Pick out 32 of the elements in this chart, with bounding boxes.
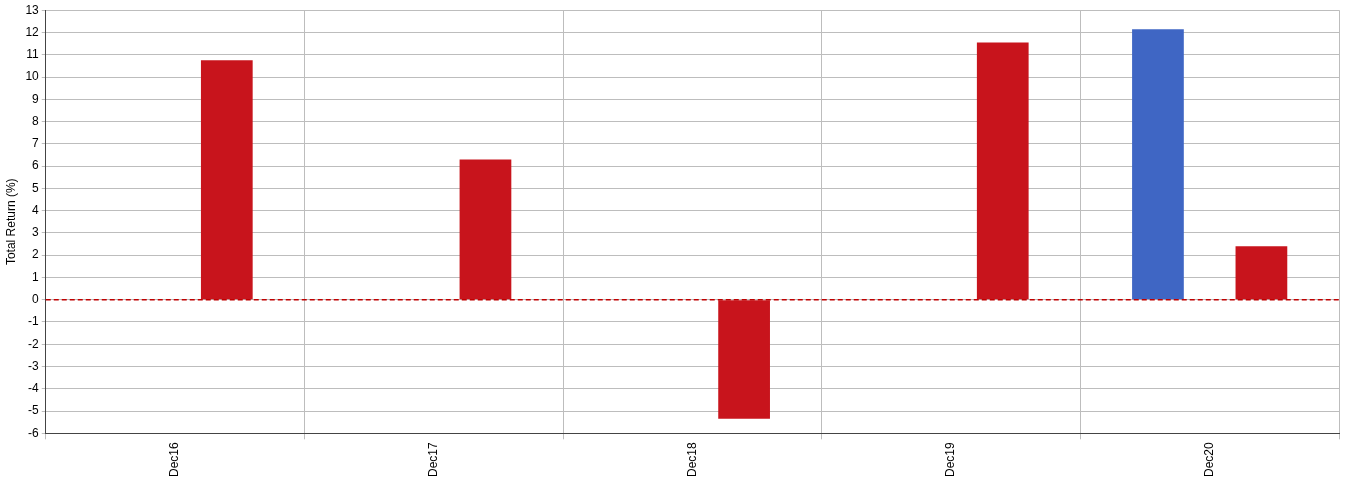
- y-tick-label: 6: [32, 158, 40, 173]
- y-tick-label: 5: [32, 180, 40, 195]
- y-axis-title: Total Return (%): [3, 178, 18, 266]
- y-tick-label: 9: [32, 91, 40, 106]
- bar: [459, 159, 512, 300]
- y-tick-label: -5: [28, 403, 40, 418]
- y-tick-label: 3: [32, 225, 40, 240]
- y-tick-label: -2: [28, 336, 40, 351]
- bar: [1132, 29, 1184, 300]
- bar: [200, 60, 253, 300]
- y-tick-label: 11: [26, 47, 40, 62]
- bar: [1235, 246, 1288, 300]
- x-tick-label: Dec20: [1201, 441, 1216, 477]
- y-tick-label: 4: [32, 202, 40, 217]
- y-tick-label: 2: [32, 247, 40, 262]
- y-tick-label: 12: [25, 24, 40, 39]
- y-tick-label: -3: [28, 358, 40, 373]
- y-tick-label: -1: [28, 314, 40, 329]
- x-tick-label: Dec17: [426, 441, 441, 477]
- y-tick-label: 0: [32, 292, 40, 307]
- y-tick-label: -6: [28, 425, 40, 440]
- y-tick-label: 8: [32, 113, 40, 128]
- y-tick-label: 1: [32, 269, 40, 284]
- x-tick-label: Dec16: [167, 441, 182, 477]
- y-tick-label: 10: [25, 69, 40, 84]
- x-tick-label: Dec18: [684, 441, 699, 477]
- bar: [718, 300, 770, 419]
- y-tick-label: 13: [25, 2, 40, 17]
- x-tick-label: Dec19: [943, 441, 958, 477]
- y-tick-label: 7: [32, 136, 40, 151]
- bar: [976, 42, 1029, 300]
- y-tick-label: -4: [28, 381, 40, 396]
